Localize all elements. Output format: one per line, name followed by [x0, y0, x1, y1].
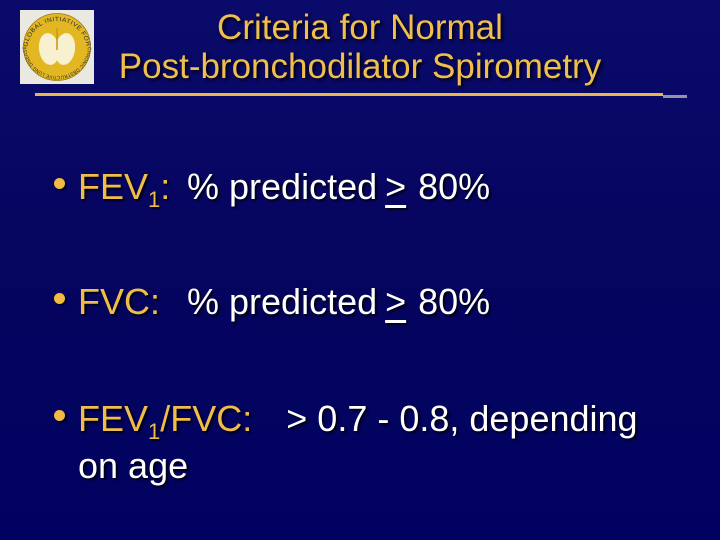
- label-main: FVC: [78, 281, 150, 322]
- value-line1: > 0.7 - 0.8, depending: [286, 398, 638, 439]
- title-underline-shadow: [663, 95, 687, 98]
- title-line-2: Post-bronchodilator Spirometry: [118, 47, 602, 86]
- label-main: FEV: [78, 398, 149, 439]
- value-line2: on age: [78, 445, 189, 486]
- bullet-label-ratio: FEV1/FVC:: [78, 398, 253, 443]
- label-subscript: 1: [148, 419, 161, 445]
- value-pre: % predicted: [187, 166, 378, 207]
- label-main: FEV: [78, 166, 149, 207]
- bullet-value: % predicted >80%: [187, 281, 490, 322]
- gold-logo-image: GLOBAL INITIATIVE FOR CHRONIC OBSTRUCTIV…: [20, 10, 94, 84]
- greater-equal-underlined: >: [385, 281, 407, 322]
- bullet-value: % predicted >80%: [187, 166, 490, 207]
- left-lung-icon: [38, 33, 60, 65]
- bullet-label-fvc: FVC:: [78, 278, 187, 325]
- gold-logo: GLOBAL INITIATIVE FOR CHRONIC OBSTRUCTIV…: [20, 10, 94, 84]
- right-lung-icon: [54, 33, 76, 65]
- label-tail: :: [150, 281, 161, 322]
- bullet-icon: [54, 293, 65, 304]
- label-subscript: 1: [148, 187, 161, 213]
- value-pre: % predicted: [187, 281, 378, 322]
- bullet-item-fev1-fvc-ratio: FEV1/FVC: > 0.7 - 0.8, depending on age: [0, 395, 720, 489]
- label-tail: /FVC:: [160, 398, 253, 439]
- bullet-icon: [54, 178, 65, 189]
- label-tail: :: [160, 166, 171, 207]
- title-underline: [35, 93, 663, 96]
- bullet-item-fev1: FEV1:% predicted >80%: [0, 163, 720, 213]
- bullet-label-fev1: FEV1:: [78, 163, 187, 213]
- value-post: 80%: [418, 166, 491, 207]
- greater-equal-underlined: >: [385, 166, 407, 207]
- value-post: 80%: [418, 281, 491, 322]
- bullet-icon: [54, 410, 65, 421]
- trachea-icon: [56, 28, 58, 50]
- bullet-value: > 0.7 - 0.8, depending on age: [78, 398, 720, 489]
- slide-title: Criteria for Normal Post-bronchodilator …: [0, 8, 720, 86]
- bullet-item-fvc: FVC:% predicted >80%: [0, 278, 720, 325]
- title-line-1: Criteria for Normal: [217, 8, 503, 47]
